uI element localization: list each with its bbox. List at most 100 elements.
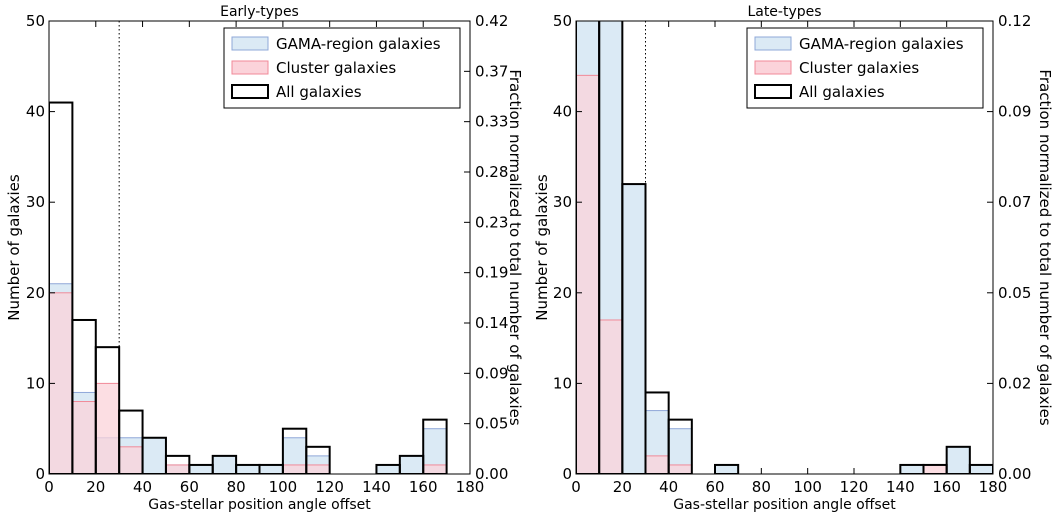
early-bar-cluster <box>305 464 331 474</box>
early-bar-gama <box>188 464 214 474</box>
late-y-axis-label: Number of galaxies <box>533 174 551 321</box>
early-x-tick-label: 40 <box>133 478 152 496</box>
late-x-tick-label: 160 <box>932 478 961 496</box>
early-title: Early-types <box>220 4 299 20</box>
early-y2-tick-label: 0.37 <box>475 62 508 80</box>
early-legend-label: GAMA-region galaxies <box>276 35 441 53</box>
late-bar-all <box>667 418 693 474</box>
early-y2-tick-label: 0.33 <box>475 113 508 131</box>
early-y2-tick-label: 0.28 <box>475 163 508 181</box>
late-x-tick-label: 60 <box>705 478 724 496</box>
late-y2-tick-label: 0.00 <box>998 465 1031 483</box>
early-y2-tick-label: 0.14 <box>475 314 508 332</box>
early-bar-all <box>305 445 331 474</box>
early-bar-cluster <box>422 464 448 474</box>
early-x-axis-label: Gas-stellar position angle offset <box>148 497 371 513</box>
late-x-tick-label: 100 <box>793 478 822 496</box>
early-x-tick-label: 100 <box>269 478 298 496</box>
early-plot-frame <box>48 20 471 475</box>
late-plot-area <box>576 21 993 474</box>
early-x-tick-label: 80 <box>227 478 246 496</box>
late-bar-gama <box>621 183 646 474</box>
late-legend-label: Cluster galaxies <box>799 59 919 77</box>
late-y-tick-label: 50 <box>553 12 572 30</box>
late-legend-swatch-cluster <box>754 60 792 75</box>
late-bar-gama <box>969 464 993 474</box>
late-y2-tick-label: 0.09 <box>998 103 1031 121</box>
late-bar-gama <box>714 464 739 474</box>
late-x-tick-label: 40 <box>659 478 678 496</box>
early-y2-tick-label: 0.00 <box>475 465 508 483</box>
early-bar-gama <box>375 464 401 474</box>
late-y-tick-label: 10 <box>553 374 572 392</box>
late-y-tick-label: 0 <box>562 465 572 483</box>
late-x-tick-label: 80 <box>752 478 771 496</box>
late-legend: GAMA-region galaxies Cluster galaxies All … <box>746 27 984 109</box>
early-legend-label: All galaxies <box>276 83 362 101</box>
late-y-tick-label: 30 <box>553 193 572 211</box>
late-x-tick-label: 20 <box>613 478 632 496</box>
late-y2-tick-label: 0.02 <box>998 374 1031 392</box>
early-y2-tick-label: 0.05 <box>475 415 508 433</box>
early-panel: 0 20 40 60 80 100 120 140 160 180 0 10 20 30 40 50 0.00 0… <box>5 4 524 513</box>
early-y2-tick-label: 0.23 <box>475 213 508 231</box>
late-x-axis-label: Gas-stellar position angle offset <box>673 497 896 513</box>
early-x-tick-label: 0 <box>44 478 54 496</box>
early-bar-gama <box>259 464 284 474</box>
late-legend-swatch-all <box>754 84 792 99</box>
late-bar-cluster <box>576 74 600 474</box>
early-bar-gama <box>212 455 237 474</box>
early-y-axis-label: Number of galaxies <box>5 174 23 321</box>
late-bar-gama <box>899 464 924 474</box>
early-x-tick-label: 20 <box>86 478 105 496</box>
late-bar-all <box>945 445 971 474</box>
late-plot-frame <box>575 20 994 475</box>
late-panel: 0 20 40 60 80 100 120 140 160 180 0 10 20 30 40 50 0.00 0… <box>533 4 1054 513</box>
early-y2-tick-label: 0.19 <box>475 264 508 282</box>
late-y2-tick-label: 0.07 <box>998 193 1031 211</box>
early-legend: GAMA-region galaxies Cluster galaxies All … <box>223 27 461 109</box>
late-x-tick-label: 0 <box>571 478 581 496</box>
early-x-tick-label: 160 <box>409 478 438 496</box>
early-bar-cluster <box>165 464 190 474</box>
late-bar-cluster <box>668 464 693 474</box>
late-legend-label: All galaxies <box>799 83 885 101</box>
late-bar-gama <box>946 446 971 474</box>
late-bar-cluster <box>923 464 948 474</box>
late-y2-tick-label: 0.12 <box>998 12 1031 30</box>
late-y-tick-label: 20 <box>553 284 572 302</box>
late-bar-cluster <box>645 455 670 474</box>
early-legend-swatch-gama <box>231 36 269 51</box>
late-y2-axis-label: Fraction normalized to total number of g… <box>1036 69 1054 426</box>
early-legend-label: Cluster galaxies <box>276 59 396 77</box>
early-bar-gama <box>235 464 261 474</box>
late-legend-label: GAMA-region galaxies <box>799 35 964 53</box>
early-y2-tick-label: 0.09 <box>475 364 508 382</box>
early-bar-gama <box>399 455 424 474</box>
late-y-tick-label: 40 <box>553 103 572 121</box>
late-title: Late-types <box>747 4 821 20</box>
late-y2-tick-label: 0.05 <box>998 284 1031 302</box>
late-legend-swatch-gama <box>754 36 792 51</box>
early-legend-swatch-cluster <box>231 60 269 75</box>
late-x-tick-label: 140 <box>886 478 915 496</box>
early-y-tick-label: 30 <box>26 193 45 211</box>
early-y-tick-label: 50 <box>26 12 45 30</box>
early-y2-tick-label: 0.42 <box>475 12 508 30</box>
early-x-tick-label: 180 <box>456 478 485 496</box>
late-bar-cluster <box>598 319 623 474</box>
early-y2-axis-label: Fraction normalized to total number of g… <box>506 69 524 426</box>
early-y-tick-label: 40 <box>26 103 45 121</box>
early-x-tick-label: 120 <box>315 478 344 496</box>
early-x-tick-label: 140 <box>362 478 391 496</box>
early-bar-all <box>422 418 448 474</box>
early-bar-gama <box>142 437 167 474</box>
late-x-tick-label: 180 <box>979 478 1008 496</box>
early-y-tick-label: 20 <box>26 284 45 302</box>
early-y-tick-label: 10 <box>26 374 45 392</box>
early-bar-cluster <box>118 446 144 474</box>
early-x-tick-label: 60 <box>180 478 199 496</box>
early-series-1 <box>49 292 448 474</box>
